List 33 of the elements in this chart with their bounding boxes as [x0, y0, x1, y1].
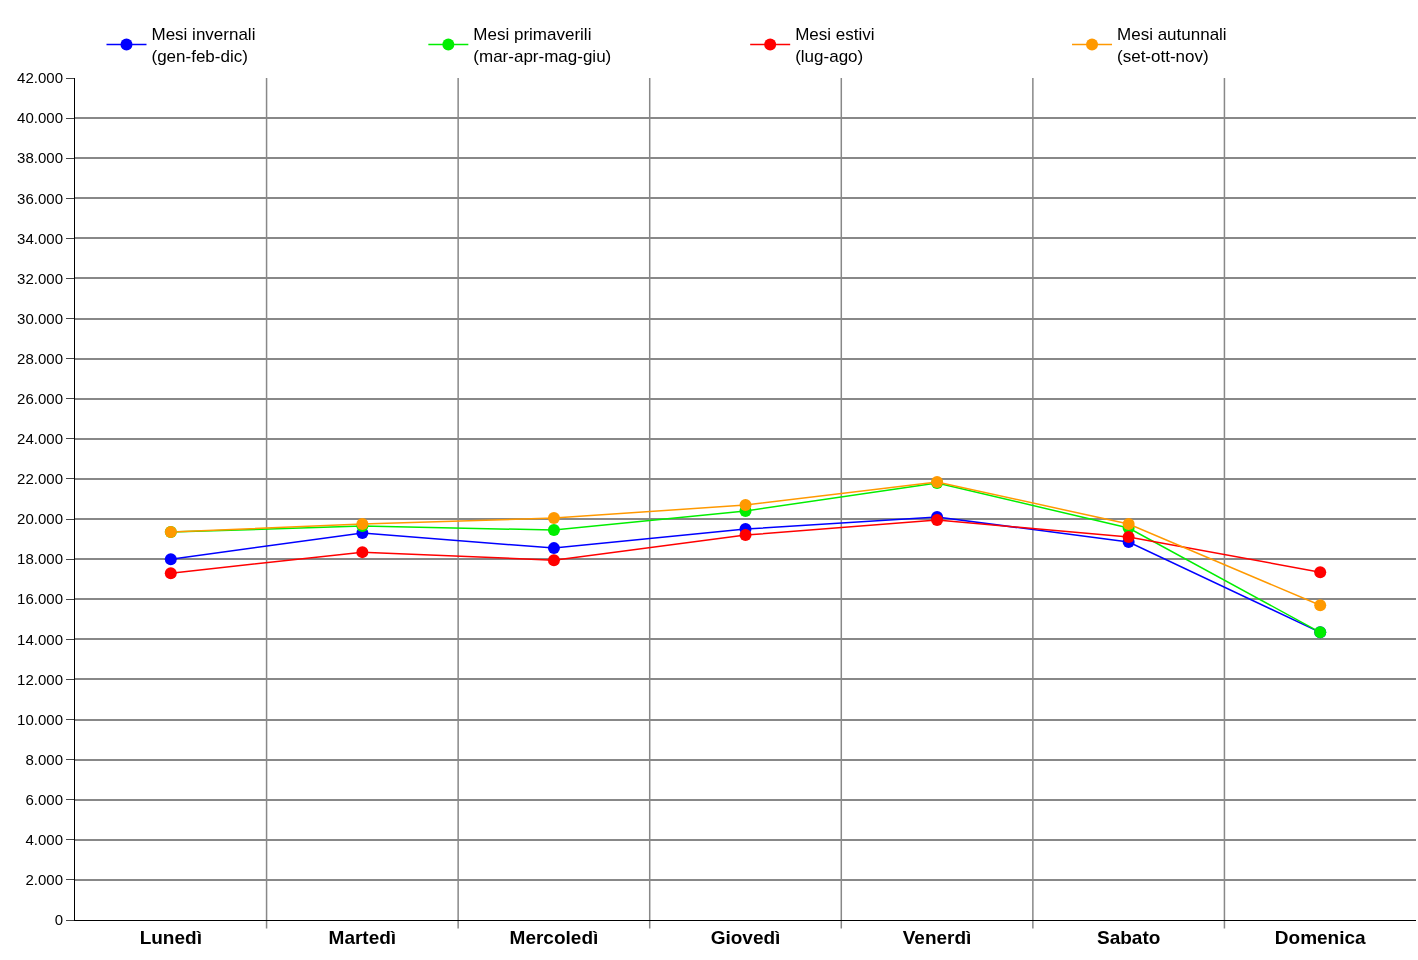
y-tick-label: 24.000	[17, 430, 63, 448]
x-tick-label: Venerdì	[902, 926, 972, 948]
legend-label: Mesi primaverili (mar-apr-mag-giu)	[473, 24, 612, 67]
y-tick-label: 40.000	[17, 109, 63, 127]
y-tick-label: 22.000	[17, 470, 63, 488]
y-tick-label: 20.000	[17, 510, 63, 528]
y-tick-label: 26.000	[17, 390, 63, 408]
y-tick-label: 30.000	[17, 309, 63, 327]
y-tick-label: 42.000	[17, 69, 63, 87]
y-tick-label: 32.000	[17, 269, 63, 287]
y-tick-label: 4.000	[25, 831, 63, 849]
y-tick-label: 8.000	[25, 750, 63, 768]
y-tick-label: 14.000	[17, 630, 63, 648]
y-tick-label: 18.000	[17, 550, 63, 568]
y-tick-label: 12.000	[17, 670, 63, 688]
x-tick-label: Mercoledì	[509, 926, 599, 948]
y-tick-label: 2.000	[25, 871, 63, 889]
y-tick-label: 10.000	[17, 710, 63, 728]
y-tick-label: 28.000	[17, 349, 63, 367]
y-tick-label: 16.000	[17, 590, 63, 608]
legend-label: Mesi invernali (gen-feb-dic)	[151, 24, 256, 67]
x-tick-label: Martedì	[328, 926, 397, 948]
y-tick-label: 6.000	[25, 790, 63, 808]
x-tick-label: Lunedì	[139, 926, 202, 948]
y-tick-label: 36.000	[17, 189, 63, 207]
legend-label: Mesi autunnali (set-ott-nov)	[1117, 24, 1227, 67]
legend-label: Mesi estivi (lug-ago)	[795, 24, 875, 67]
y-tick-label: 34.000	[17, 229, 63, 247]
y-tick-label: 38.000	[17, 149, 63, 167]
x-tick-label: Domenica	[1274, 926, 1367, 948]
x-tick-label: Giovedì	[710, 926, 781, 948]
x-tick-label: Sabato	[1096, 926, 1161, 948]
y-tick-label: 0	[54, 911, 63, 929]
